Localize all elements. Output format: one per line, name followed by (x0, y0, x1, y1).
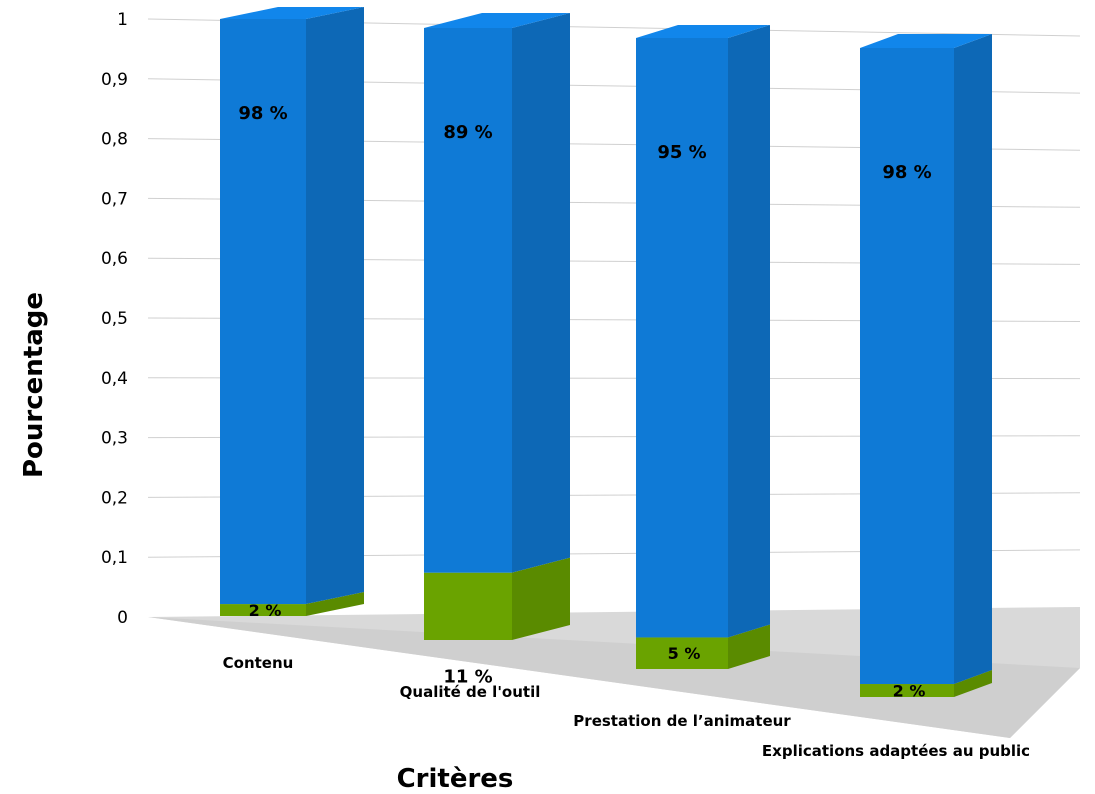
y-tick-label: 0,9 (101, 70, 128, 90)
bar-front (860, 684, 954, 697)
bar-segment: 98 % (860, 34, 992, 685)
bar-segment: 5 % (636, 624, 770, 669)
y-tick-label: 1 (117, 10, 128, 30)
data-label: 5 % (668, 644, 701, 663)
chart-floor (148, 607, 1080, 738)
bar-front (860, 48, 954, 685)
bar-segment: 95 % (636, 25, 770, 638)
y-tick-label: 0,1 (101, 548, 128, 568)
y-tick-label: 0,5 (101, 309, 128, 329)
y-axis-ticks: 0 0,1 0,2 0,3 0,4 0,5 0,6 0,7 0,8 0,9 1 (101, 10, 128, 628)
bar-segment: 2 % (220, 592, 364, 620)
data-label: 2 % (249, 601, 282, 620)
data-label: 2 % (893, 682, 926, 701)
data-label: 89 % (443, 122, 492, 143)
bar-top (860, 34, 992, 48)
x-category-label: Prestation de l’animateur (573, 712, 791, 730)
y-tick-label: 0,7 (101, 189, 128, 209)
bar-segment: 2 % (860, 670, 992, 701)
bar-front (220, 19, 306, 605)
data-label: 98 % (882, 162, 931, 183)
bar-front (424, 572, 512, 640)
data-label: 95 % (657, 142, 706, 163)
bar-top (424, 13, 570, 28)
bars: 2 % 98 % 11 % 89 % 5 % 95 % 2 % 98 % (220, 7, 992, 701)
x-category-label: Explications adaptées au public (762, 742, 1030, 760)
bar-front (636, 637, 728, 669)
y-tick-label: 0,8 (101, 130, 128, 150)
data-label: 11 % (443, 667, 492, 688)
y-tick-label: 0,2 (101, 488, 128, 508)
bar-front (636, 38, 728, 638)
y-tick-label: 0,6 (101, 249, 128, 269)
bar-side (306, 7, 364, 605)
bar-side (954, 34, 992, 685)
bar-segment: 11 % (424, 557, 570, 688)
x-axis-categories: Contenu Qualité de l'outil Prestation de l… (223, 654, 1030, 760)
floor-front (148, 617, 1080, 738)
x-axis-title: Critères (397, 764, 514, 794)
y-axis-title: Pourcentage (19, 292, 49, 478)
y-tick-label: 0,3 (101, 429, 128, 449)
bar-segment: 98 % (220, 7, 364, 605)
bar-top (220, 7, 364, 19)
y-tick-label: 0 (117, 608, 128, 628)
bar-segment: 89 % (424, 13, 570, 573)
bar-front (220, 604, 306, 616)
bar-side (954, 670, 992, 697)
x-category-label: Qualité de l'outil (400, 683, 541, 701)
bar-side (512, 13, 570, 573)
y-tick-label: 0,4 (101, 369, 128, 389)
x-category-label: Contenu (223, 654, 294, 672)
data-label: 98 % (238, 103, 287, 124)
bar-side (728, 624, 770, 669)
bar-front (424, 28, 512, 573)
bar-side (306, 592, 364, 616)
bar-side (512, 557, 570, 640)
bar-top (636, 25, 770, 38)
bar-side (728, 25, 770, 638)
